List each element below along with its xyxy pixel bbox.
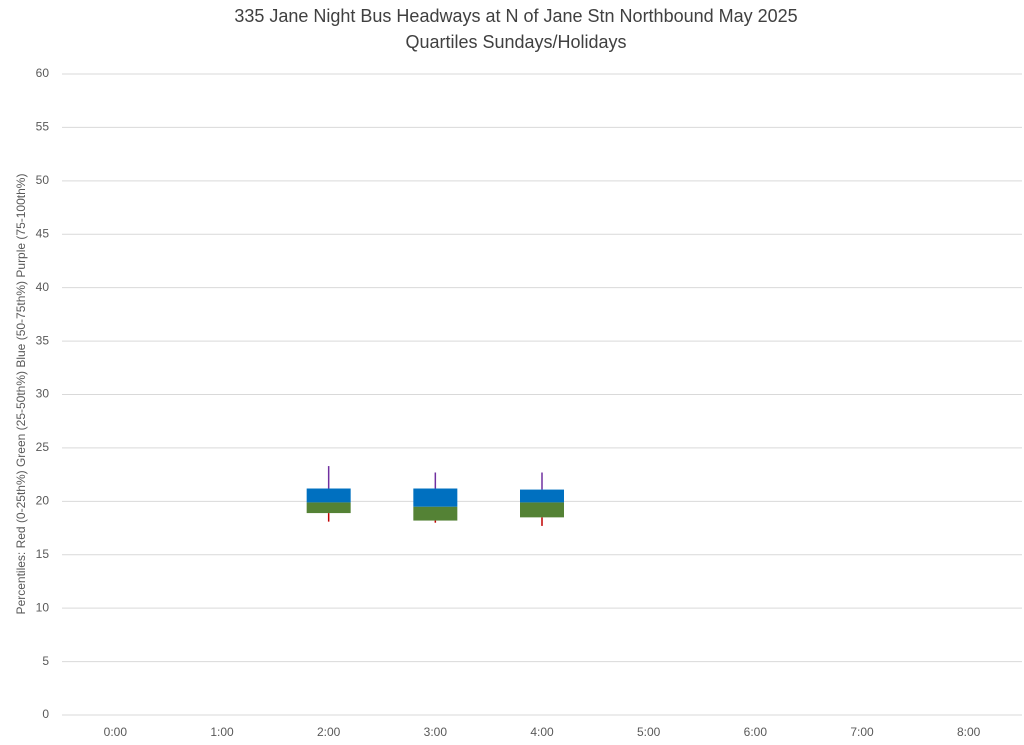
x-tick-label: 7:00 [850, 725, 874, 739]
y-tick-label: 55 [36, 120, 50, 134]
y-axis-label: Percentiles: Red (0-25th%) Green (25-50t… [14, 174, 28, 615]
lower-box [413, 506, 458, 521]
y-tick-label: 25 [36, 440, 50, 454]
x-tick-label: 0:00 [104, 725, 128, 739]
y-tick-label: 35 [36, 333, 50, 347]
x-tick-label: 4:00 [530, 725, 554, 739]
y-tick-label: 50 [36, 173, 50, 187]
y-tick-label: 45 [36, 226, 50, 240]
x-tick-label: 5:00 [637, 725, 661, 739]
y-tick-label: 30 [36, 387, 50, 401]
y-tick-label: 10 [36, 600, 50, 614]
x-tick-label: 8:00 [957, 725, 981, 739]
y-tick-label: 0 [42, 707, 49, 721]
upper-box [306, 488, 351, 503]
y-tick-label: 60 [36, 66, 50, 80]
x-tick-label: 3:00 [424, 725, 448, 739]
y-tick-label: 20 [36, 494, 50, 508]
lower-box [520, 502, 564, 518]
x-tick-label: 1:00 [210, 725, 234, 739]
y-tick-label: 5 [42, 654, 49, 668]
lower-box [306, 502, 351, 514]
y-tick-label: 40 [36, 280, 50, 294]
y-tick-label: 15 [36, 547, 50, 561]
upper-box [413, 488, 458, 507]
x-tick-label: 2:00 [317, 725, 341, 739]
chart-title: 335 Jane Night Bus Headways at N of Jane… [234, 6, 797, 26]
upper-box [520, 489, 564, 503]
x-tick-label: 6:00 [744, 725, 768, 739]
chart-subtitle: Quartiles Sundays/Holidays [405, 32, 626, 52]
